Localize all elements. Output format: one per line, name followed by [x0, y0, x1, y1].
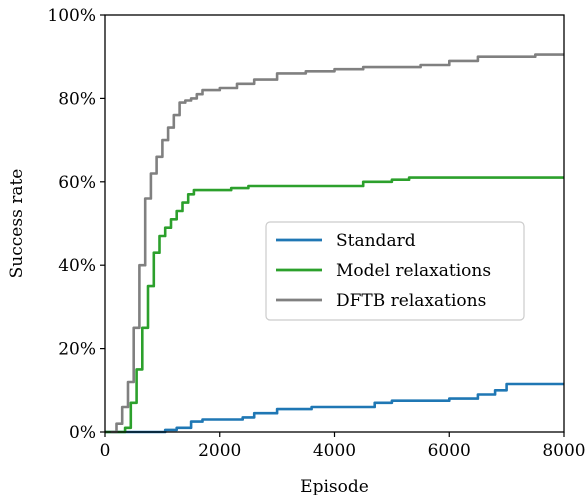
legend-label: DFTB relaxations [336, 291, 486, 311]
x-tick-label: 2000 [198, 441, 241, 461]
legend-label: Standard [336, 231, 416, 251]
legend: Standard Model relaxations DFTB relaxation… [265, 221, 525, 321]
y-tick-label: 100% [47, 6, 96, 26]
series-line-2 [105, 176, 564, 434]
axes-ticks: 0 2000 4000 6000 8000 0% 20% 40% 60% 80% 100% [47, 6, 585, 461]
x-axis-label: Episode [300, 477, 369, 495]
y-tick-label: 0% [69, 423, 96, 443]
series-line-1 [105, 382, 564, 434]
plot-lines [105, 53, 564, 434]
series-line-3 [110, 53, 564, 434]
x-tick-label: 0 [100, 441, 111, 461]
y-tick-label: 60% [58, 173, 96, 193]
y-tick-label: 40% [58, 256, 96, 276]
x-tick-label: 6000 [428, 441, 471, 461]
x-tick-label: 8000 [542, 441, 585, 461]
legend-box [265, 221, 525, 321]
x-tick-label: 4000 [313, 441, 356, 461]
y-axis-label: Success rate [7, 169, 27, 279]
legend-label: Model relaxations [336, 261, 491, 281]
y-tick-label: 80% [58, 89, 96, 109]
y-tick-label: 20% [58, 340, 96, 360]
